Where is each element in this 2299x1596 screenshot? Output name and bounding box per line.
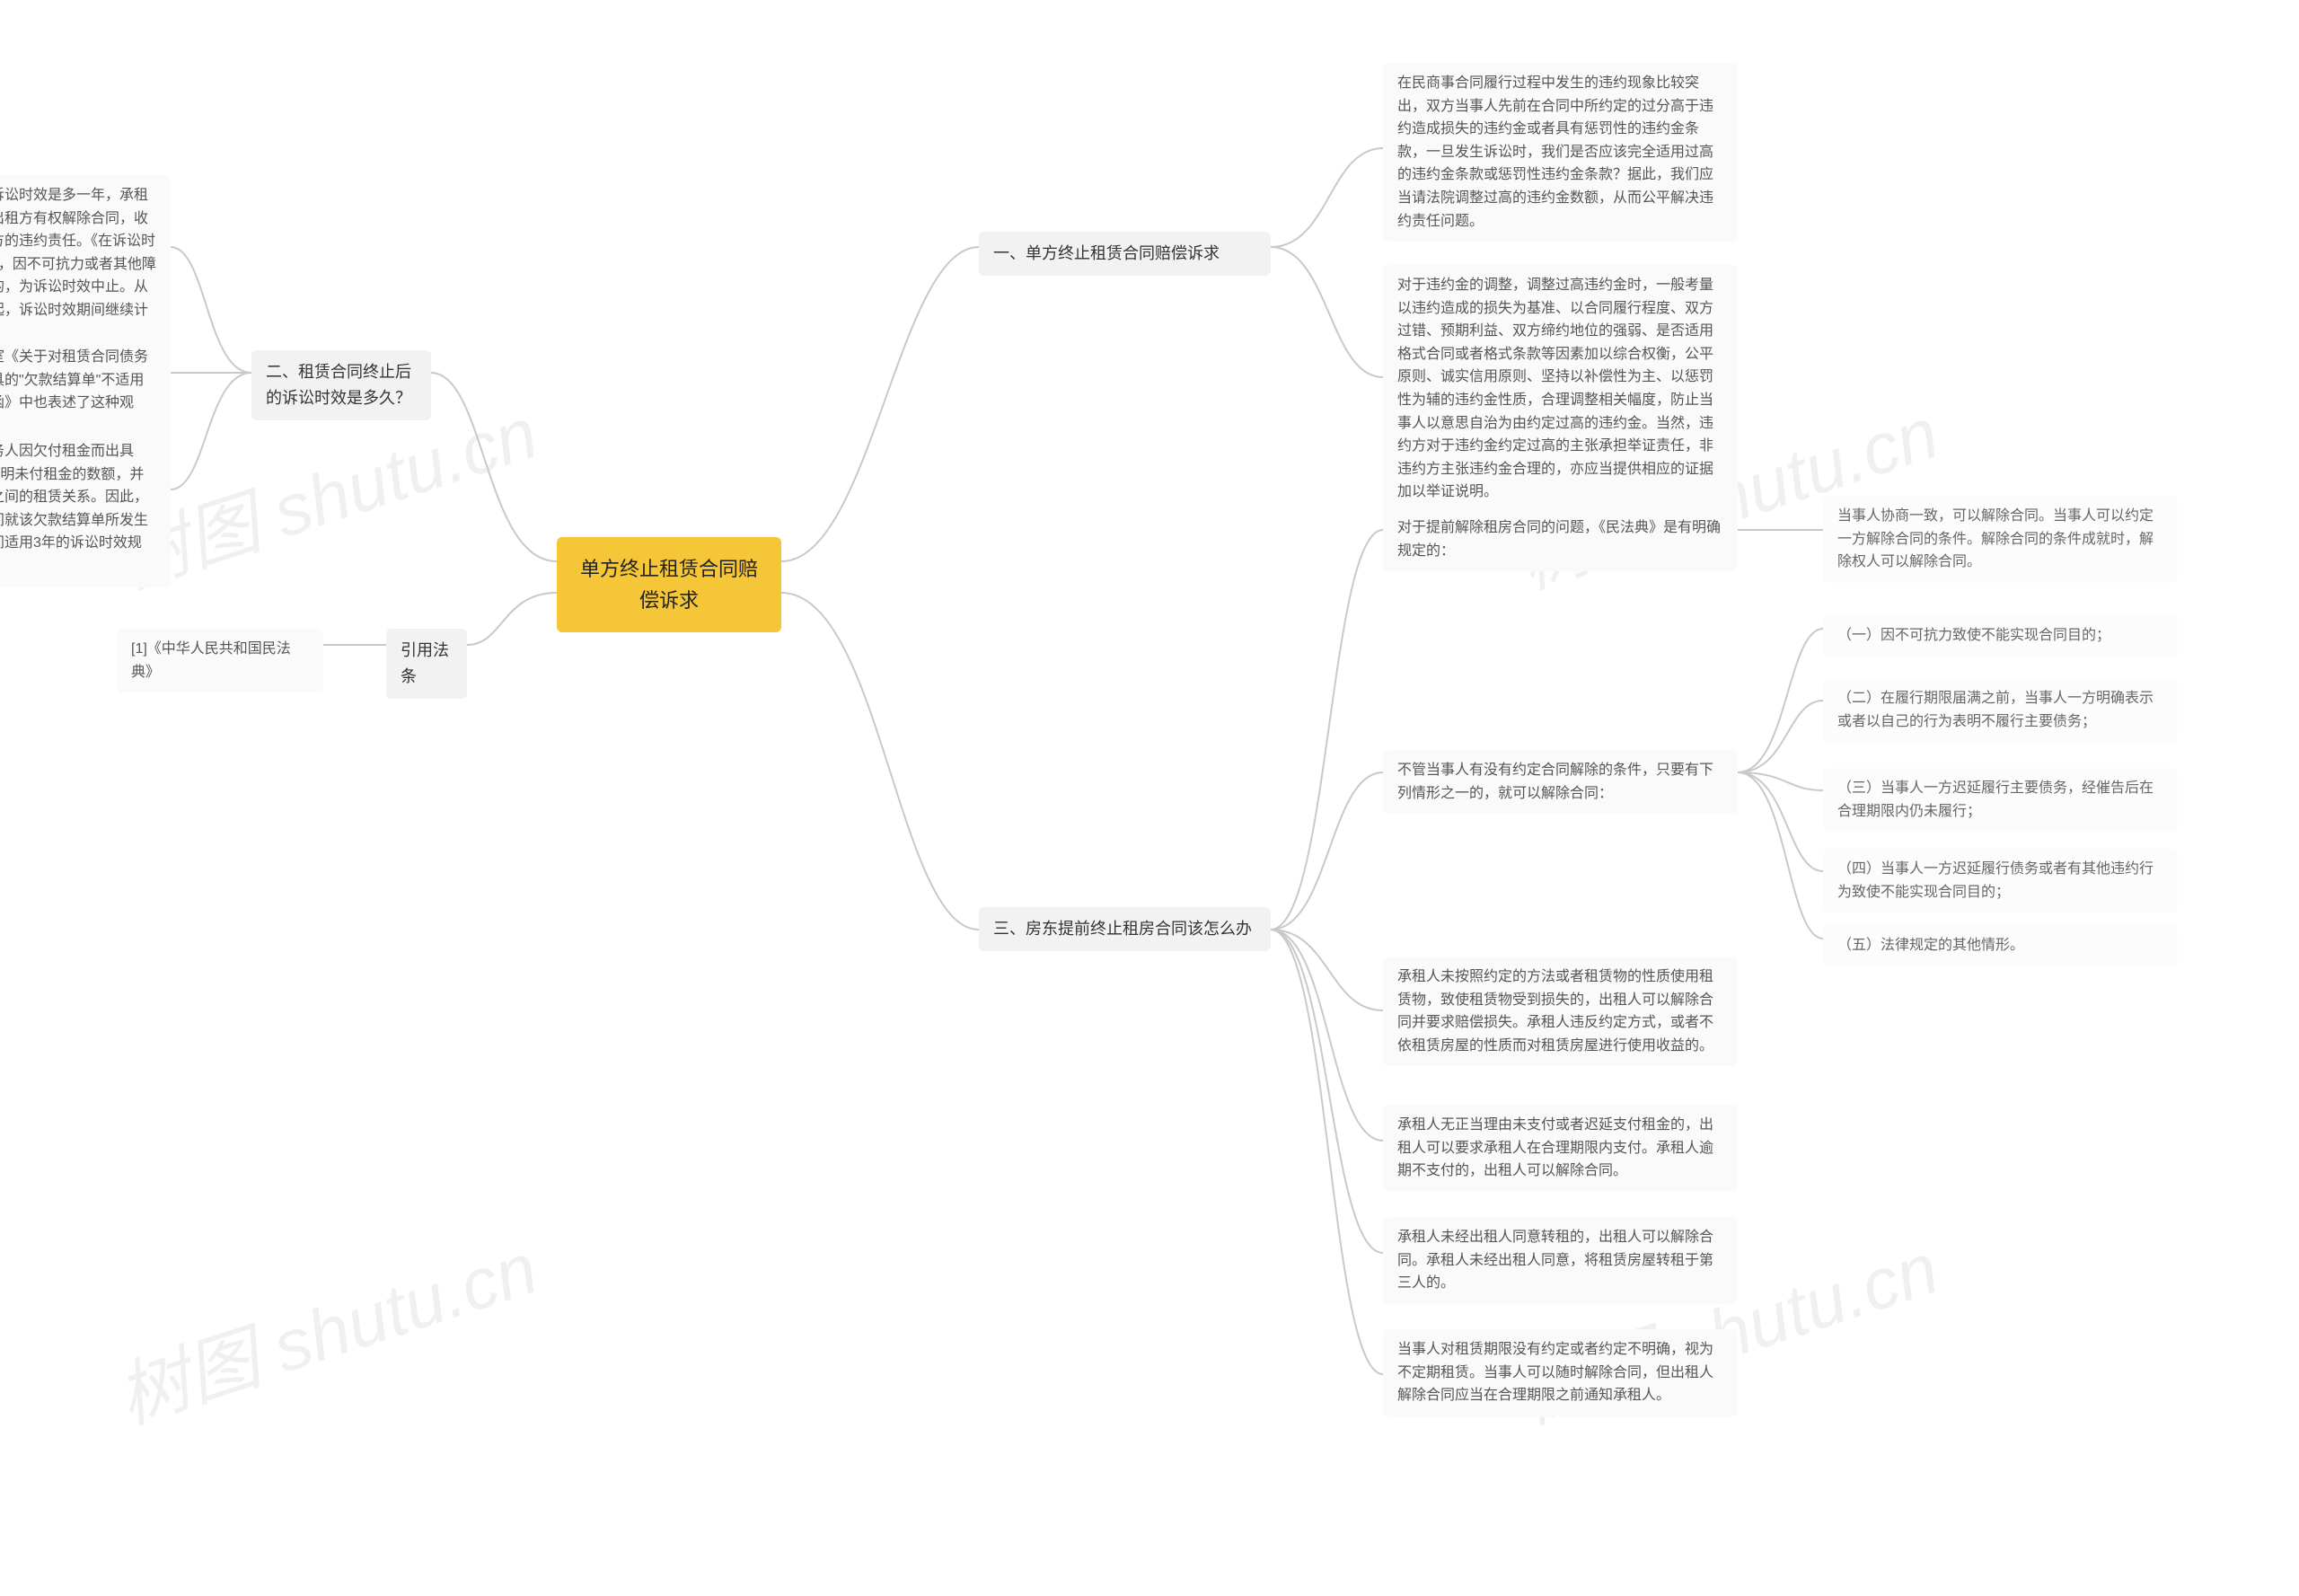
branch-1-child-1[interactable]: 在民商事合同履行过程中发生的违约现象比较突出，双方当事人先前在合同中所约定的过分… — [1383, 63, 1738, 242]
branch-3-child-2-sub-1[interactable]: （一）因不可抗力致使不能实现合同目的； — [1823, 615, 2178, 657]
branch-3-child-2[interactable]: 不管当事人有没有约定合同解除的条件，只要有下列情形之一的，就可以解除合同： — [1383, 750, 1738, 814]
branch-3-child-2-sub-5[interactable]: （五）法律规定的其他情形。 — [1823, 925, 2178, 966]
root-node[interactable]: 单方终止租赁合同赔偿诉求 — [557, 537, 781, 632]
branch-3-child-2-sub-2[interactable]: （二）在履行期限届满之前，当事人一方明确表示或者以自己的行为表明不履行主要债务； — [1823, 678, 2178, 742]
branch-3-child-1-sub[interactable]: 当事人协商一致，可以解除合同。当事人可以约定一方解除合同的条件。解除合同的条件成… — [1823, 496, 2178, 583]
branch-3-child-1[interactable]: 对于提前解除租房合同的问题，《民法典》是有明确规定的： — [1383, 507, 1738, 571]
branch-cite[interactable]: 引用法条 — [386, 629, 467, 699]
branch-3-child-6[interactable]: 当事人对租赁期限没有约定或者约定不明确，视为不定期租赁。当事人可以随时解除合同，… — [1383, 1329, 1738, 1416]
branch-cite-child[interactable]: [1]《中华人民共和国民法典》 — [117, 629, 323, 692]
branch-2[interactable]: 二、租赁合同终止后的诉讼时效是多久？ — [251, 350, 431, 420]
branch-3-child-4[interactable]: 承租人无正当理由未支付或者迟延支付租金的，出租人可以要求承租人在合理期限内支付。… — [1383, 1105, 1738, 1192]
branch-3[interactable]: 三、房东提前终止租房合同该怎么办 — [979, 907, 1271, 951]
branch-2-child-1[interactable]: 租赁合同终止后的诉讼时效是多一年，承租方逾期不交房租，出租方有权解除合同，收回房… — [0, 175, 171, 354]
branch-3-child-2-sub-3[interactable]: （三）当事人一方迟延履行主要债务，经催告后在合理期限内仍未履行； — [1823, 768, 2178, 832]
branch-1-child-2[interactable]: 对于违约金的调整，调整过高违约金时，一般考量以违约造成的损失为基准、以合同履行程… — [1383, 265, 1738, 513]
branch-2-child-3[interactable]: 函复：租赁合同债务人因欠付租金而出具的"欠款结算单"只表明未付租金的数额，并未改… — [0, 431, 171, 587]
branch-1[interactable]: 一、单方终止租赁合同赔偿诉求 — [979, 232, 1271, 276]
branch-3-child-3[interactable]: 承租人未按照约定的方法或者租赁物的性质使用租赁物，致使租赁物受到损失的，出租人可… — [1383, 957, 1738, 1066]
watermark: 树图 shutu.cn — [102, 1211, 549, 1444]
branch-3-child-2-sub-4[interactable]: （四）当事人一方迟延履行债务或者有其他违约行为致使不能实现合同目的； — [1823, 849, 2178, 913]
branch-3-child-5[interactable]: 承租人未经出租人同意转租的，出租人可以解除合同。承租人未经出租人同意，将租赁房屋… — [1383, 1217, 1738, 1304]
